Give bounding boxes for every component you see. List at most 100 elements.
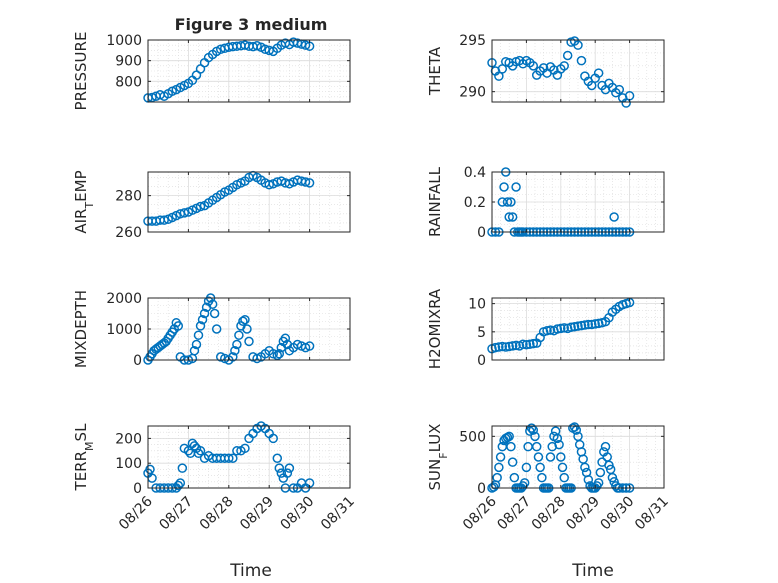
ytick-label: 200: [115, 431, 142, 447]
ytick-label: 2000: [106, 291, 142, 307]
data-point: [492, 472, 502, 483]
data-point: [580, 462, 590, 473]
data-point: [228, 453, 238, 463]
data-point: [228, 352, 238, 362]
data-point: [179, 208, 190, 218]
xlabel: Time: [571, 561, 614, 581]
data-point: [159, 215, 169, 225]
data-point: [573, 321, 583, 331]
data-point: [502, 197, 513, 207]
xlabel: Time: [229, 561, 272, 581]
data-point: [595, 467, 606, 478]
axes-box: [147, 39, 351, 103]
data-point: [526, 423, 537, 433]
data-point: [193, 448, 204, 459]
series-0: [487, 422, 635, 493]
data-point: [573, 40, 583, 50]
figure-title: Figure 3 medium: [175, 15, 328, 34]
ytick-label: 0: [477, 225, 486, 241]
data-point: [504, 341, 514, 352]
data-point: [272, 350, 283, 361]
subplot-mixdepth: 0 1000 2000 MIXDEPTH: [72, 290, 351, 369]
data-point: [576, 55, 587, 66]
data-point: [552, 324, 563, 334]
data-point: [528, 61, 539, 71]
ylabel: TERRMSL: [72, 423, 96, 492]
data-point: [145, 464, 155, 475]
ytick-label: 100: [115, 456, 142, 472]
ytick-label: 0.2: [464, 195, 486, 211]
ylabel: H2OMIXRA: [426, 288, 444, 369]
data-point: [207, 299, 218, 309]
data-point: [504, 212, 514, 222]
data-point: [537, 472, 547, 483]
ylabel: THETA: [426, 46, 444, 96]
data-point: [566, 322, 576, 333]
data-point: [264, 179, 274, 190]
ytick-label: 0.4: [464, 165, 486, 181]
data-point: [542, 325, 552, 336]
data-point: [587, 319, 597, 330]
data-point: [533, 452, 544, 462]
data-point: [576, 320, 587, 331]
data-point: [232, 446, 242, 456]
data-point: [189, 345, 200, 356]
ylabel: MIXDEPTH: [72, 290, 90, 368]
ytick-label: 500: [459, 429, 486, 445]
data-point: [304, 341, 315, 351]
ylabel: PRESSURE: [72, 32, 90, 111]
series-0: [143, 37, 315, 103]
data-point: [530, 431, 540, 442]
data-point: [583, 474, 594, 485]
data-point: [518, 339, 528, 349]
data-point: [282, 468, 293, 478]
data-point: [242, 324, 252, 334]
series-0: [487, 297, 635, 354]
data-point: [535, 462, 545, 473]
data-point: [209, 308, 220, 319]
data-point: [488, 482, 499, 492]
data-point: [504, 431, 514, 442]
axes-box: [491, 425, 665, 489]
data-point: [238, 316, 248, 326]
data-point: [569, 321, 580, 332]
data-point: [197, 314, 208, 325]
data-point: [211, 324, 222, 334]
subplot-air_temp: 260 280 AIRTEMP: [72, 170, 351, 241]
ytick-label: 1000: [106, 33, 142, 49]
data-point: [501, 342, 511, 352]
data-point: [554, 439, 564, 450]
ytick-label: 0: [133, 481, 142, 497]
data-point: [507, 457, 518, 467]
data-point: [593, 68, 604, 78]
data-point: [556, 323, 566, 334]
data-point: [609, 212, 619, 222]
ylabel: SUNFLUX: [426, 424, 450, 491]
data-point: [195, 201, 206, 212]
data-point: [183, 446, 194, 456]
ytick-label: 280: [115, 189, 142, 205]
data-point: [511, 182, 521, 192]
data-point: [521, 462, 532, 473]
ytick-label: 0: [477, 353, 486, 369]
data-point: [525, 339, 535, 349]
data-point: [499, 182, 509, 192]
data-point: [559, 323, 569, 333]
data-point: [506, 441, 516, 452]
data-point: [195, 446, 206, 456]
axes-box: [491, 297, 665, 361]
data-point: [600, 441, 611, 452]
data-point: [274, 463, 285, 473]
subplot-pressure: 800 900 1000 PRESSURE: [72, 32, 351, 111]
data-point: [593, 478, 604, 488]
ytick-label: 0: [133, 353, 142, 369]
subplot-h2omixra: 0 5 10 H2OMIXRA: [426, 288, 665, 369]
data-point: [556, 452, 566, 462]
ytick-label: 295: [459, 33, 486, 49]
data-point: [559, 472, 569, 483]
data-point: [545, 325, 556, 335]
data-point: [509, 472, 520, 483]
data-point: [521, 340, 532, 350]
ytick-label: 5: [477, 325, 486, 341]
